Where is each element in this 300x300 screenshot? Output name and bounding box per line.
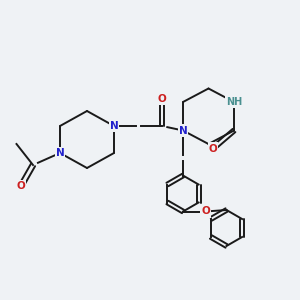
Text: N: N	[56, 148, 64, 158]
Text: O: O	[158, 94, 166, 104]
Text: N: N	[110, 121, 118, 131]
Text: O: O	[16, 181, 26, 191]
Text: NH: NH	[226, 97, 242, 107]
Text: O: O	[208, 143, 217, 154]
Text: N: N	[178, 125, 188, 136]
Text: O: O	[201, 206, 210, 217]
